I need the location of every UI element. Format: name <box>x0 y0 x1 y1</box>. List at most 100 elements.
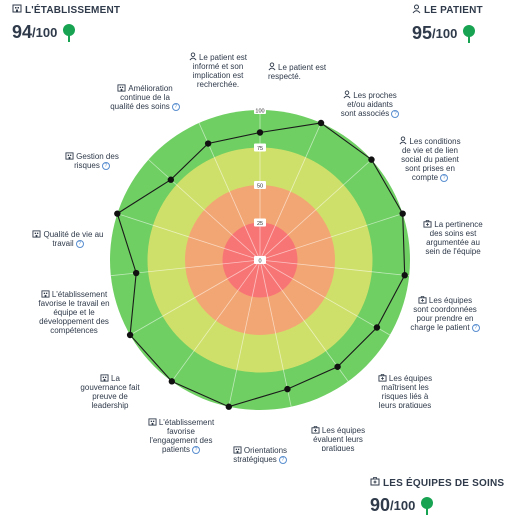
person-icon <box>189 52 199 62</box>
building-icon <box>65 152 76 161</box>
spoke-4 <box>259 259 410 277</box>
data-point-8 <box>225 403 233 410</box>
score-etablissement-max: /100 <box>32 25 58 40</box>
building-icon <box>117 84 128 93</box>
score-indicator-pin-icon <box>63 23 76 42</box>
tick-label-75: 75 <box>254 143 266 152</box>
building-icon <box>233 446 244 455</box>
axis-label-text: Les proches et/ou aidants sont associés <box>340 91 397 118</box>
data-point-10 <box>126 331 134 339</box>
score-indicator-pin-icon <box>463 24 476 43</box>
tick-label-25: 25 <box>254 218 266 227</box>
spoke-1 <box>259 122 322 261</box>
person-icon <box>412 4 421 17</box>
medical-kit-icon <box>378 374 389 383</box>
help-icon[interactable]: ? <box>101 161 110 170</box>
axis-label-text: Amélioration continue de la qualité des … <box>110 84 173 111</box>
help-icon[interactable]: ? <box>440 173 449 182</box>
help-icon[interactable]: ? <box>471 323 480 332</box>
axis-label-6: Les équipes maîtrisent les risques liés … <box>372 374 438 408</box>
score-indicator-pin-icon <box>421 496 434 515</box>
score-patient-label: LE PATIENT <box>424 5 483 16</box>
spoke-3 <box>259 213 403 261</box>
svg-text:25: 25 <box>257 221 263 227</box>
score-etablissement-value: 94 <box>12 22 33 42</box>
axis-label-text: Les équipes maîtrisent les risques liés … <box>378 374 433 408</box>
building-icon <box>148 418 159 427</box>
axis-label-text: Orientations stratégiques <box>233 446 288 464</box>
svg-text:75: 75 <box>257 146 263 152</box>
score-equipes-title: LES ÉQUIPES DE SOINS <box>370 477 504 489</box>
help-icon[interactable]: ? <box>192 445 201 454</box>
spoke-7 <box>259 259 292 407</box>
spoke-2 <box>259 159 372 261</box>
axis-label-12: Qualité de vie au travail? <box>32 230 104 248</box>
person-icon <box>399 136 409 146</box>
medical-kit-icon <box>418 296 429 305</box>
axis-label-text: L'établissement favorise le travail en é… <box>38 290 110 335</box>
data-point-11 <box>132 269 140 277</box>
medical-kit-icon <box>423 220 434 229</box>
score-patient: LE PATIENT 95/100 <box>412 4 483 44</box>
axis-label-10: La gouvernance fait preuve de leadership <box>78 374 142 410</box>
axis-label-text: Les conditions de vie et de lien social … <box>401 137 461 182</box>
person-icon <box>268 62 278 72</box>
axis-label-1: Le patient est respecté. <box>268 62 334 81</box>
data-point-9 <box>168 378 176 385</box>
svg-text:50: 50 <box>257 184 263 190</box>
spoke-5 <box>259 259 391 336</box>
axis-label-11: L'établissement favorise le travail en é… <box>36 290 112 335</box>
tick-label-50: 50 <box>254 181 266 190</box>
svg-text:100: 100 <box>255 109 264 115</box>
score-equipes-value: 90 <box>370 495 391 515</box>
score-equipes: LES ÉQUIPES DE SOINS 90/100 <box>370 477 504 516</box>
help-icon[interactable]: ? <box>75 239 84 248</box>
score-patient-title: LE PATIENT <box>412 4 483 17</box>
score-etablissement: L'ÉTABLISSEMENT 94/100 <box>12 4 120 43</box>
data-point-2 <box>368 156 375 163</box>
axis-label-text: Qualité de vie au travail <box>43 230 104 248</box>
building-icon <box>41 290 52 299</box>
svg-text:0: 0 <box>258 259 261 265</box>
axis-label-7: Les équipes évaluent leurs pratiques <box>306 426 370 451</box>
data-point-1 <box>317 119 325 127</box>
axis-label-0: Le patient est informé et son implicatio… <box>186 52 250 89</box>
series-line <box>116 122 406 408</box>
help-icon[interactable]: ? <box>278 455 287 464</box>
help-icon[interactable]: ? <box>171 102 180 111</box>
spoke-13 <box>148 159 261 261</box>
axis-label-text: Le patient est informé et son implicatio… <box>192 53 248 89</box>
spoke-12 <box>117 213 261 261</box>
building-icon <box>12 4 22 16</box>
axis-label-14: Amélioration continue de la qualité des … <box>108 84 182 111</box>
data-point-12 <box>114 210 121 217</box>
axis-label-2: Les proches et/ou aidants sont associés? <box>340 90 400 118</box>
building-icon <box>100 374 111 383</box>
axis-label-text: La pertinence des soins est argumentée a… <box>425 220 483 256</box>
data-point-4 <box>401 272 408 279</box>
building-icon <box>32 230 43 239</box>
axis-label-text: La gouvernance fait preuve de leadership <box>80 374 140 410</box>
spoke-6 <box>259 259 349 382</box>
score-patient-max: /100 <box>432 26 458 41</box>
score-patient-value: 95 <box>412 23 433 43</box>
axis-label-4: La pertinence des soins est argumentée a… <box>420 220 486 263</box>
data-point-0 <box>256 129 264 136</box>
data-point-13 <box>167 176 175 183</box>
axis-label-9: L'établissement favorise l'engagement de… <box>146 418 216 454</box>
help-icon[interactable]: ? <box>391 109 400 118</box>
axis-label-5: Les équipes sont coordonnées pour prendr… <box>410 296 480 332</box>
axis-label-text: Les équipes évaluent leurs pratiques <box>313 426 366 451</box>
data-point-14 <box>204 140 212 147</box>
medical-kit-icon <box>370 477 380 489</box>
medical-kit-icon <box>311 426 322 435</box>
axis-label-text: Les équipes sont coordonnées pour prendr… <box>410 296 477 332</box>
axis-label-text: Gestion des risques <box>74 152 119 170</box>
data-point-3 <box>399 210 406 217</box>
spoke-8 <box>228 259 261 407</box>
data-point-5 <box>373 324 381 331</box>
score-equipes-label: LES ÉQUIPES DE SOINS <box>383 477 505 489</box>
axis-label-13: Gestion des risques? <box>56 152 128 170</box>
spoke-10 <box>129 259 261 336</box>
